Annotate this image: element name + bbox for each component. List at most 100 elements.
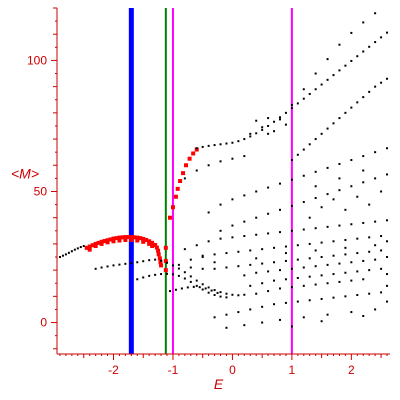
data-point — [344, 253, 347, 256]
data-point — [302, 148, 305, 151]
data-point — [207, 286, 210, 289]
data-point — [147, 239, 152, 244]
data-point — [195, 279, 198, 282]
data-point — [386, 219, 389, 222]
data-point — [204, 287, 207, 290]
data-point — [158, 260, 163, 265]
data-point — [362, 314, 365, 317]
data-point — [338, 224, 341, 227]
data-point — [386, 256, 389, 259]
data-point — [138, 236, 143, 241]
data-point — [386, 273, 389, 276]
data-point — [243, 194, 246, 197]
data-point — [290, 229, 293, 232]
data-point — [167, 215, 172, 220]
data-point — [386, 147, 389, 150]
data-point — [380, 267, 383, 270]
data-point — [320, 206, 323, 209]
data-point — [64, 253, 67, 256]
data-point — [273, 303, 276, 306]
data-point — [213, 144, 216, 147]
data-point — [302, 174, 305, 177]
data-point — [326, 225, 329, 228]
data-point — [350, 279, 353, 282]
data-point — [374, 244, 377, 247]
data-point — [163, 268, 168, 273]
vertical-lines-layer — [128, 8, 293, 354]
data-point — [111, 236, 116, 241]
data-point — [177, 267, 180, 270]
data-point — [171, 273, 174, 276]
data-point — [290, 325, 293, 328]
data-point — [249, 135, 252, 138]
data-point — [308, 299, 311, 302]
data-point — [290, 159, 293, 162]
data-point — [278, 269, 281, 272]
data-point — [249, 284, 252, 287]
data-point — [61, 254, 64, 257]
data-point — [374, 308, 377, 311]
data-point — [156, 252, 161, 257]
data-point — [148, 274, 151, 277]
data-point — [386, 77, 389, 80]
data-point — [123, 237, 128, 242]
data-point — [344, 208, 347, 211]
data-point — [344, 64, 347, 67]
data-point — [108, 237, 113, 242]
data-point — [356, 270, 359, 273]
data-point — [374, 220, 377, 223]
data-point — [129, 237, 134, 242]
data-point — [332, 198, 335, 201]
data-point — [67, 251, 70, 254]
data-point — [213, 316, 216, 319]
data-point — [207, 240, 210, 243]
data-point — [136, 278, 139, 281]
data-point — [159, 263, 164, 268]
data-point — [93, 244, 98, 249]
data-point — [273, 261, 276, 264]
data-point — [231, 236, 234, 239]
data-point — [284, 278, 287, 281]
data-point — [148, 259, 151, 262]
data-point — [255, 257, 258, 260]
data-point — [350, 59, 353, 62]
data-point — [216, 291, 219, 294]
data-point — [201, 145, 204, 148]
data-point — [314, 197, 317, 200]
data-point — [189, 266, 192, 269]
data-point — [150, 244, 155, 249]
data-point — [105, 238, 110, 243]
data-point — [225, 326, 228, 329]
data-point — [219, 237, 222, 240]
data-point — [261, 262, 264, 265]
data-point — [191, 151, 196, 156]
data-point — [326, 78, 329, 81]
data-point — [296, 300, 299, 303]
data-point — [374, 12, 377, 15]
data-point — [261, 305, 264, 308]
data-point — [225, 313, 228, 316]
data-point — [225, 266, 228, 269]
data-point — [126, 235, 131, 240]
data-point — [314, 227, 317, 230]
data-point — [326, 58, 329, 61]
data-point — [243, 138, 246, 141]
data-point — [308, 257, 311, 260]
data-point — [70, 250, 73, 253]
data-point — [356, 101, 359, 104]
data-point — [180, 287, 183, 290]
data-point — [278, 182, 281, 185]
data-point — [338, 43, 341, 46]
data-point — [338, 189, 341, 192]
data-point — [320, 256, 323, 259]
data-point — [132, 235, 137, 240]
data-point — [344, 238, 347, 241]
data-point — [350, 185, 353, 188]
data-point — [198, 286, 201, 289]
x-tick-label: 1 — [289, 363, 296, 377]
data-point — [290, 103, 293, 106]
data-point — [314, 185, 317, 188]
data-point — [124, 262, 127, 265]
data-point — [284, 245, 287, 248]
data-point — [314, 249, 317, 252]
